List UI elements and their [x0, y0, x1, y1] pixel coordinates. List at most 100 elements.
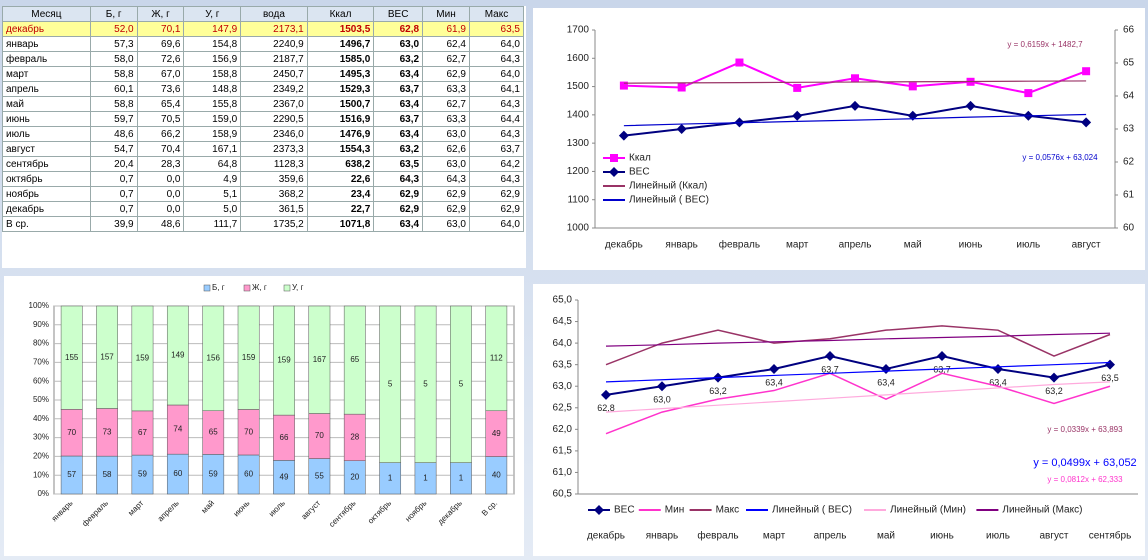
table-cell: 63,4 [373, 216, 424, 232]
series-line [605, 325, 1111, 366]
y-tick-label: 1500 [567, 81, 590, 92]
table-cell: 63,3 [422, 81, 470, 97]
table-cell: май [2, 96, 91, 112]
data-label: 49 [280, 472, 289, 481]
table-cell: 20,4 [89, 156, 138, 172]
table-cell: 57,3 [89, 36, 138, 52]
table-cell: 2173,1 [240, 21, 308, 37]
table-cell: 64,1 [468, 81, 525, 97]
table-cell: 0,0 [136, 171, 185, 187]
header-cell: Ж, г [136, 6, 185, 22]
table-cell: 63,3 [422, 111, 470, 127]
x-tick-label: апрель [814, 531, 847, 542]
data-label: 60 [173, 469, 182, 478]
table-cell: 63,2 [373, 51, 424, 67]
x-tick-label: август [1040, 531, 1069, 542]
legend-marker [594, 505, 604, 515]
table-cell: 48,6 [89, 126, 138, 142]
data-label: 5 [423, 379, 428, 388]
bar-segment [379, 305, 402, 463]
legend-swatch [243, 284, 251, 292]
bar-segment [308, 305, 331, 414]
table-row: ноябрь 0,7 0,0 5,1 368,2 23,4 62,9 62,9 62,9 [2, 186, 525, 202]
y2-tick-label: 64 [1123, 91, 1135, 102]
table-cell: 2349,2 [240, 81, 308, 97]
table-cell: 62,4 [422, 36, 470, 52]
table-cell: 64,3 [468, 126, 525, 142]
y-tick-label: 1700 [567, 25, 590, 36]
y2-tick-label: 63 [1123, 124, 1135, 135]
x-tick-label: январь [665, 240, 697, 251]
table-cell: 63,5 [373, 156, 424, 172]
y-tick-label: 1400 [567, 109, 590, 120]
data-label: 60 [244, 470, 253, 479]
legend-label: Линейный ( ВЕС) [629, 195, 709, 206]
x-tick-label: январь [646, 531, 678, 542]
table-cell: 1585,0 [306, 51, 375, 67]
x-tick-label: декабрь [587, 530, 625, 542]
x-tick-label: сентябрь [327, 499, 357, 529]
table-cell: 158,9 [183, 126, 242, 142]
data-label: 63,7 [821, 364, 839, 374]
table-cell: 64,4 [468, 111, 525, 127]
x-tick-label: декабрь [605, 239, 643, 251]
table-cell: февраль [2, 51, 91, 67]
table-cell: 64,3 [468, 51, 525, 67]
legend-label: Линейный (Макс) [1002, 505, 1082, 516]
table-cell: 1735,2 [240, 216, 308, 232]
table-cell: 64,0 [468, 216, 525, 232]
data-label: 63,4 [765, 377, 783, 387]
y2-tick-label: 60 [1123, 223, 1135, 234]
point [881, 363, 891, 374]
x-tick-label: июль [267, 499, 287, 519]
x-tick-label: сентябрь [1089, 530, 1132, 542]
data-label: 59 [138, 470, 147, 479]
table-cell: март [2, 66, 91, 82]
table-cell: 52,0 [89, 21, 138, 37]
y-tick-label: 60,5 [553, 489, 573, 500]
y-tick-label: 30% [33, 433, 49, 442]
point [1082, 67, 1091, 76]
y-tick-label: 0% [37, 489, 49, 498]
table-cell: 5,1 [183, 186, 242, 202]
y-tick-label: 1600 [567, 53, 590, 64]
table-cell: 62,7 [422, 96, 470, 112]
x-tick-label: ноябрь [403, 499, 428, 524]
header-cell: Месяц [2, 6, 91, 22]
table-cell: 2346,0 [240, 126, 308, 142]
table-cell: 167,1 [183, 141, 242, 157]
table-cell: 64,2 [468, 156, 525, 172]
table-cell: 63,7 [468, 141, 525, 157]
data-label: 65 [350, 355, 359, 364]
x-tick-label: февраль [80, 499, 110, 529]
table-row: июль 48,6 66,2 158,9 2346,0 1476,9 63,4 63,0 64,… [2, 126, 525, 142]
data-label: 1 [423, 473, 428, 482]
y-tick-label: 50% [33, 395, 49, 404]
table-cell: декабрь [2, 21, 91, 37]
table-cell: 148,8 [183, 81, 242, 97]
table-row: январь 57,3 69,6 154,8 2240,9 1496,7 63,0 62,4 6… [2, 36, 525, 52]
point [619, 81, 628, 90]
legend-swatch [203, 284, 211, 292]
header-cell: Макс [468, 6, 525, 22]
data-label: 63,2 [1045, 386, 1063, 396]
table-cell: 73,6 [136, 81, 185, 97]
x-tick-label: апрель [156, 499, 181, 524]
point [1049, 372, 1059, 383]
table-cell: 70,4 [136, 141, 185, 157]
table-cell: 70,5 [136, 111, 185, 127]
point [850, 100, 860, 111]
table-cell: В ср. [2, 216, 91, 232]
series-line [605, 372, 1111, 435]
table-cell: апрель [2, 81, 91, 97]
table-cell: июнь [2, 111, 91, 127]
data-label: 159 [277, 356, 291, 365]
table-cell: 1503,5 [306, 21, 375, 37]
point [677, 83, 686, 92]
table-cell: 63,4 [373, 66, 424, 82]
table-cell: 58,8 [89, 96, 138, 112]
table-cell: 63,7 [373, 81, 424, 97]
y-tick-label: 60% [33, 376, 49, 385]
table-cell: 2450,7 [240, 66, 308, 82]
x-tick-label: март [126, 498, 145, 517]
